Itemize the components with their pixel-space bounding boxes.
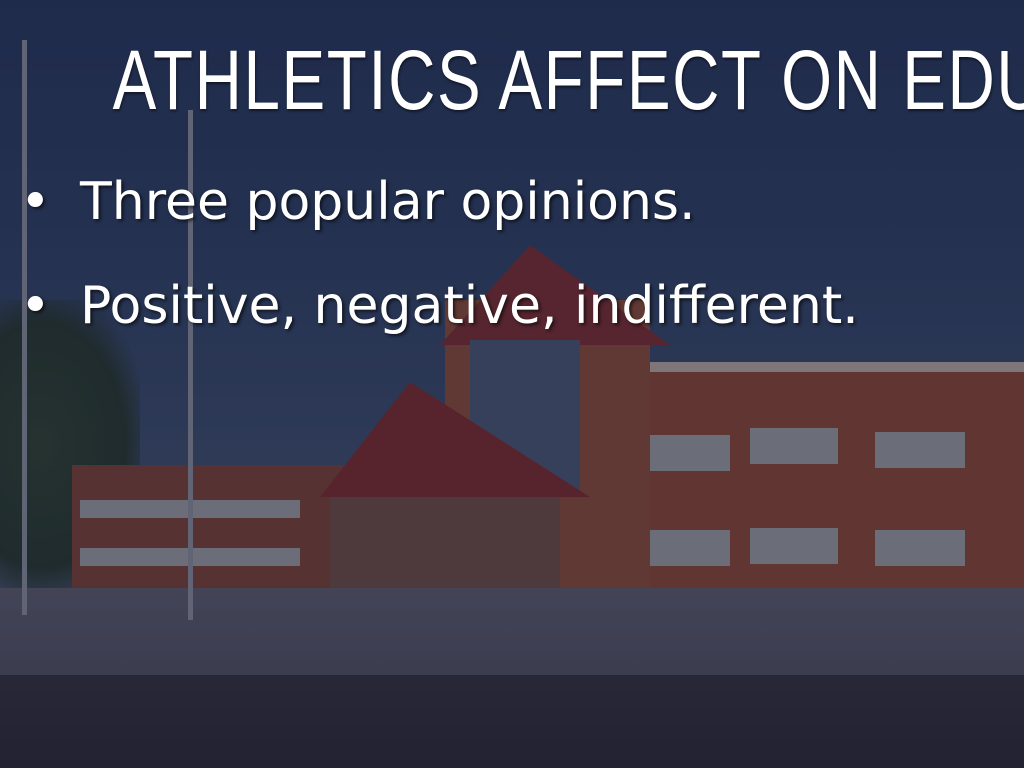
flagpole [188,110,193,620]
bullet-text: Positive, negative, indifferent. [80,276,859,336]
window [650,530,730,566]
entry-roof [320,382,590,497]
bullet-dot-icon: • [20,276,51,336]
bullet-item: • Three popular opinions. [20,170,859,234]
road [0,675,1024,768]
bullet-text: Three popular opinions. [80,172,696,232]
window [875,530,965,566]
window [750,528,838,564]
window [875,432,965,468]
bullet-item: • Positive, negative, indifferent. [20,274,859,338]
bullet-dot-icon: • [20,172,51,232]
plaza [0,588,1024,678]
bullet-list: • Three popular opinions. • Positive, ne… [20,170,859,378]
window [750,428,838,464]
flagpole [22,40,27,615]
building-entry [330,497,560,592]
tower-gable [440,245,670,345]
window [650,435,730,471]
building-left-wing [72,465,362,590]
slide-title: ATHLETICS AFFECT ON EDU. [112,33,1024,127]
